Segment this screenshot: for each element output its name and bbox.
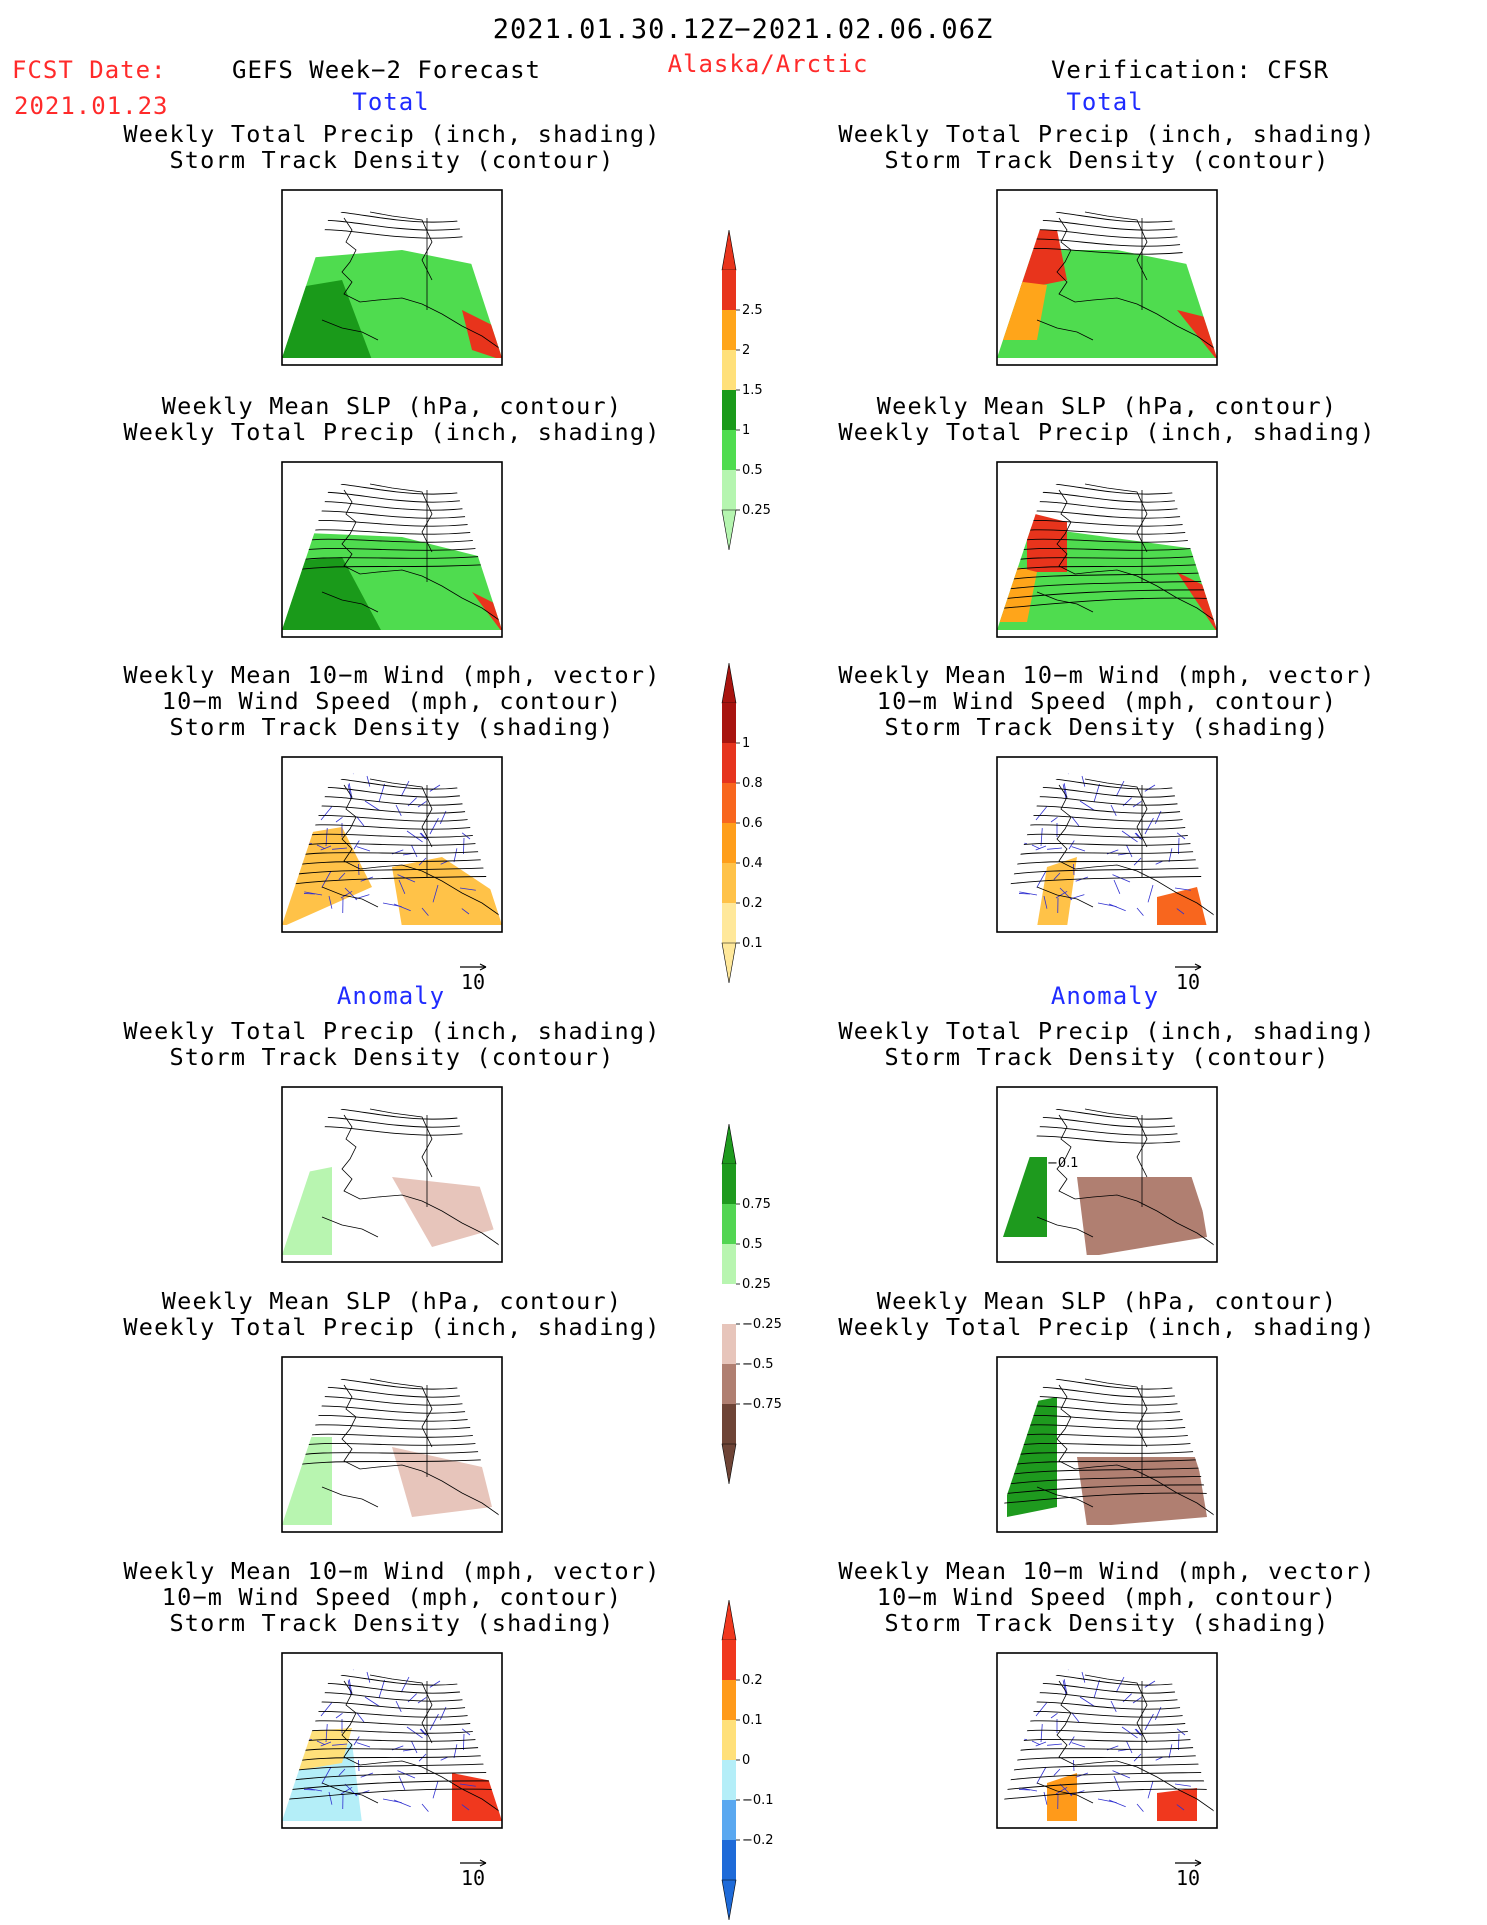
map-area [996, 461, 1218, 638]
verification-label: Verification: CFSR [1051, 56, 1329, 84]
map-area [996, 189, 1218, 366]
map-panel: Weekly Total Precip (inch, shading)Storm… [123, 120, 660, 366]
fcst-date-label: FCST Date: [12, 56, 167, 84]
colorbar-tick-label: 1 [742, 423, 750, 438]
colorbar-tick-label: 0.25 [742, 1277, 771, 1292]
vector-reference-label: 10 [1176, 970, 1200, 994]
colorbar-tick-label: 0.5 [742, 1237, 763, 1252]
panel-title-line: 10−m Wind Speed (mph, contour) [162, 1583, 622, 1611]
colorbar-tick-label: −0.25 [742, 1317, 782, 1332]
panel-title-line: Weekly Mean SLP (hPa, contour) [877, 392, 1337, 420]
colorbar-tick-label: 0.8 [742, 776, 763, 791]
panel-title-line: Storm Track Density (contour) [884, 1043, 1329, 1071]
section-total-forecast: Total [352, 88, 429, 116]
date-range: 2021.01.30.12Z−2021.02.06.06Z [493, 14, 993, 45]
map-area [281, 1652, 503, 1829]
map-area [281, 189, 503, 366]
map-panel: Weekly Mean SLP (hPa, contour)Weekly Tot… [838, 392, 1375, 638]
colorbar-tick-label: 0.2 [742, 896, 763, 911]
map-panel: Weekly Mean 10−m Wind (mph, vector)10−m … [838, 661, 1375, 994]
colorbar-tick-label: 0.4 [742, 856, 763, 871]
panel-title-line: 10−m Wind Speed (mph, contour) [162, 687, 622, 715]
colorbar-tick-label: 0.6 [742, 816, 763, 831]
map-panel: Weekly Mean 10−m Wind (mph, vector)10−m … [123, 661, 660, 994]
colorbar-tick-label: 0.2 [742, 1673, 763, 1688]
panel-title-line: Weekly Total Precip (inch, shading) [123, 1313, 660, 1341]
colorbar-anomaly-storm-density: 0.2 0.1 0 −0.1 −0.2 [721, 1599, 774, 1921]
section-anomaly-verification: Anomaly [1051, 982, 1159, 1010]
panel-title-line: Storm Track Density (contour) [884, 146, 1329, 174]
map-panel: Weekly Total Precip (inch, shading)Storm… [123, 1017, 660, 1263]
map-area [996, 1652, 1218, 1829]
panel-title-line: Storm Track Density (contour) [169, 146, 614, 174]
map-panel: Weekly Mean SLP (hPa, contour)Weekly Tot… [123, 1287, 660, 1533]
panel-title-line: Weekly Mean SLP (hPa, contour) [162, 392, 622, 420]
map-area [996, 1356, 1218, 1533]
colorbar-total-precip: 2.5 2 1.5 1 0.5 0.25 [721, 229, 771, 551]
panel-title-line: Storm Track Density (shading) [169, 1609, 614, 1637]
map-panel: Weekly Mean SLP (hPa, contour)Weekly Tot… [123, 392, 660, 638]
contour-label: −0.1 [1047, 1156, 1079, 1171]
fcst-date: 2021.01.23 [14, 92, 169, 120]
panel-title-line: Storm Track Density (shading) [884, 1609, 1329, 1637]
map-panel: Weekly Mean 10−m Wind (mph, vector)10−m … [838, 1557, 1375, 1890]
panel-title-line: Weekly Mean SLP (hPa, contour) [877, 1287, 1337, 1315]
map-area: −0.1 [996, 1086, 1218, 1263]
colorbar-tick-label: −0.5 [742, 1357, 774, 1372]
colorbar-tick-label: 0 [742, 1753, 750, 1768]
product-title: GEFS Week−2 Forecast [232, 56, 541, 84]
panel-title-line: Weekly Total Precip (inch, shading) [838, 418, 1375, 446]
section-total-verification: Total [1066, 88, 1143, 116]
map-area [281, 1086, 503, 1263]
panels: Weekly Total Precip (inch, shading)Storm… [123, 120, 1375, 1890]
colorbars: 2.521.510.50.2510.80.60.40.20.10.750.50.… [721, 229, 782, 1921]
colorbar-tick-label: −0.75 [742, 1397, 782, 1412]
panel-title-line: Weekly Total Precip (inch, shading) [123, 120, 660, 148]
colorbar-tick-label: 2 [742, 343, 750, 358]
panel-title-line: Weekly Mean 10−m Wind (mph, vector) [838, 661, 1375, 689]
map-area [281, 1356, 503, 1533]
colorbar-tick-label: 1.5 [742, 383, 763, 398]
panel-title-line: Weekly Total Precip (inch, shading) [123, 1017, 660, 1045]
colorbar-tick-label: 0.5 [742, 463, 763, 478]
panel-title-line: Storm Track Density (shading) [169, 713, 614, 741]
panel-title-line: Weekly Total Precip (inch, shading) [838, 1313, 1375, 1341]
colorbar-tick-label: −0.1 [742, 1793, 774, 1808]
colorbar-tick-label: −0.2 [742, 1833, 774, 1848]
map-panel: Weekly Total Precip (inch, shading)Storm… [838, 1017, 1375, 1263]
map-panel: Weekly Mean 10−m Wind (mph, vector)10−m … [123, 1557, 660, 1890]
colorbar-tick-label: 2.5 [742, 303, 763, 318]
panel-title-line: Weekly Total Precip (inch, shading) [123, 418, 660, 446]
map-panel: Weekly Mean SLP (hPa, contour)Weekly Tot… [838, 1287, 1375, 1533]
colorbar-tick-label: 0.1 [742, 1713, 763, 1728]
colorbar-tick-label: 0.1 [742, 936, 763, 951]
panel-title-line: Weekly Total Precip (inch, shading) [838, 120, 1375, 148]
colorbar-tick-label: 1 [742, 736, 750, 751]
map-area [281, 461, 503, 638]
map-area [996, 756, 1218, 933]
colorbar-total-storm-density: 1 0.8 0.6 0.4 0.2 0.1 [721, 662, 763, 984]
colorbar-tick-label: 0.75 [742, 1197, 771, 1212]
vector-reference-label: 10 [461, 1866, 485, 1890]
colorbar-tick-label: 0.25 [742, 503, 771, 518]
panel-title-line: Storm Track Density (contour) [169, 1043, 614, 1071]
panel-title-line: 10−m Wind Speed (mph, contour) [877, 1583, 1337, 1611]
panel-title-line: Weekly Total Precip (inch, shading) [838, 1017, 1375, 1045]
colorbar-anomaly-precip: 0.75 0.5 0.25 −0.25 −0.5 −0.75 [721, 1123, 782, 1485]
map-panel: Weekly Total Precip (inch, shading)Storm… [838, 120, 1375, 366]
section-anomaly-forecast: Anomaly [337, 982, 445, 1010]
map-area [281, 756, 503, 933]
region-label: Alaska/Arctic [668, 50, 869, 78]
vector-reference-label: 10 [461, 970, 485, 994]
panel-title-line: Weekly Mean SLP (hPa, contour) [162, 1287, 622, 1315]
panel-title-line: 10−m Wind Speed (mph, contour) [877, 687, 1337, 715]
panel-title-line: Weekly Mean 10−m Wind (mph, vector) [123, 1557, 660, 1585]
vector-reference-label: 10 [1176, 1866, 1200, 1890]
panel-title-line: Storm Track Density (shading) [884, 713, 1329, 741]
panel-title-line: Weekly Mean 10−m Wind (mph, vector) [838, 1557, 1375, 1585]
panel-title-line: Weekly Mean 10−m Wind (mph, vector) [123, 661, 660, 689]
